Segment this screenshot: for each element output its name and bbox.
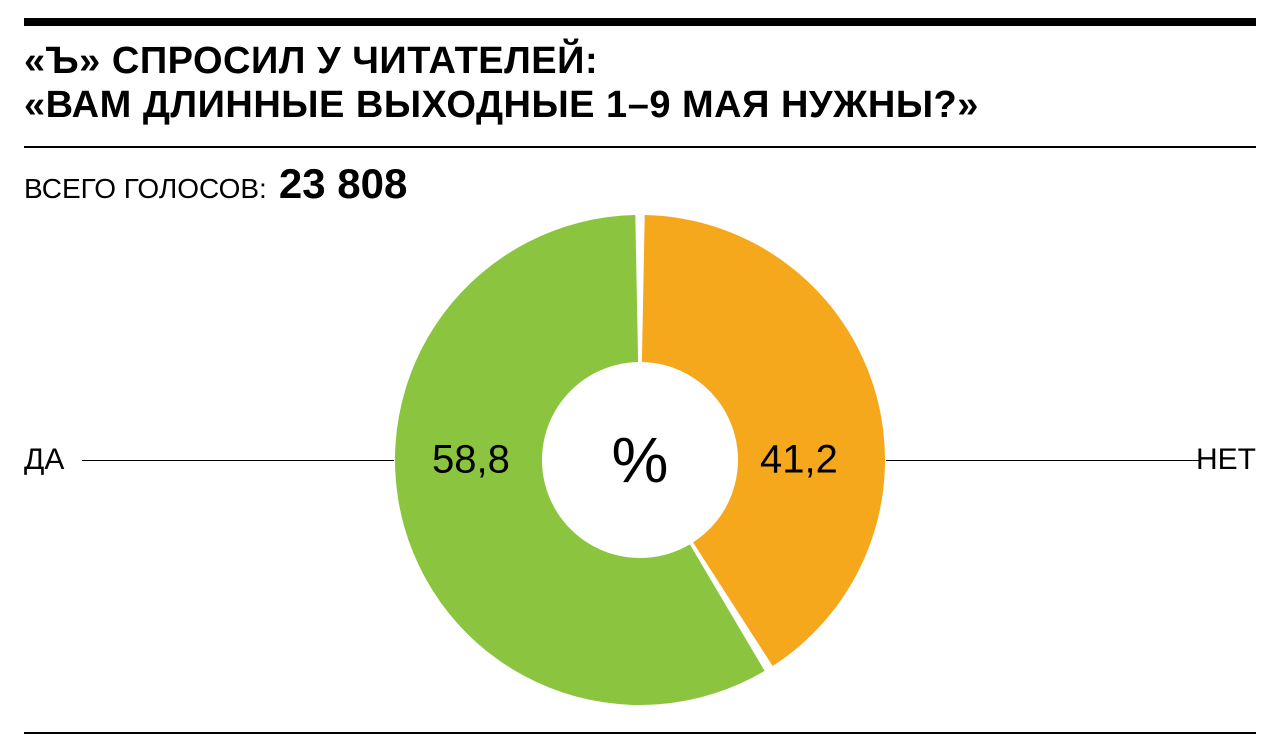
total-votes: ВСЕГО ГОЛОСОВ: 23 808 [24,160,407,208]
divider-mid [24,146,1256,148]
total-votes-label: ВСЕГО ГОЛОСОВ: [24,173,267,205]
divider-top [24,18,1256,26]
total-votes-value: 23 808 [279,160,407,208]
label-no: НЕТ [1196,443,1256,477]
label-yes: ДА [24,443,64,477]
divider-bottom [24,732,1256,734]
value-no: 41,2 [760,438,838,483]
connector-no [886,460,1200,461]
percent-symbol: % [612,423,669,497]
headline-line-1: «Ъ» СПРОСИЛ У ЧИТАТЕЛЕЙ: [24,40,979,84]
headline-line-2: «ВАМ ДЛИННЫЕ ВЫХОДНЫЕ 1–9 МАЯ НУЖНЫ?» [24,84,979,128]
infographic-canvas: «Ъ» СПРОСИЛ У ЧИТАТЕЛЕЙ: «ВАМ ДЛИННЫЕ ВЫ… [0,0,1280,752]
connector-yes [82,460,394,461]
value-yes: 58,8 [432,438,510,483]
headline: «Ъ» СПРОСИЛ У ЧИТАТЕЛЕЙ: «ВАМ ДЛИННЫЕ ВЫ… [24,40,979,127]
